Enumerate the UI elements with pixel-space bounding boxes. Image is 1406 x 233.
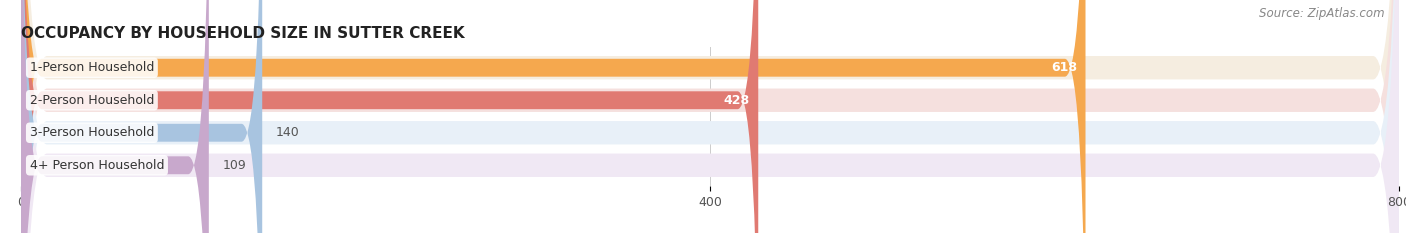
FancyBboxPatch shape [21,0,1399,233]
Text: Source: ZipAtlas.com: Source: ZipAtlas.com [1260,7,1385,20]
FancyBboxPatch shape [21,0,1399,233]
Text: 109: 109 [222,159,246,172]
Text: 618: 618 [1050,61,1077,74]
FancyBboxPatch shape [21,0,1399,233]
Text: 428: 428 [724,94,749,107]
FancyBboxPatch shape [21,0,263,233]
Text: 2-Person Household: 2-Person Household [30,94,155,107]
FancyBboxPatch shape [21,0,1085,233]
Text: 3-Person Household: 3-Person Household [30,126,155,139]
Text: OCCUPANCY BY HOUSEHOLD SIZE IN SUTTER CREEK: OCCUPANCY BY HOUSEHOLD SIZE IN SUTTER CR… [21,26,465,41]
Text: 1-Person Household: 1-Person Household [30,61,155,74]
FancyBboxPatch shape [21,0,1399,233]
FancyBboxPatch shape [21,0,758,233]
Text: 4+ Person Household: 4+ Person Household [30,159,165,172]
FancyBboxPatch shape [21,0,209,233]
Text: 140: 140 [276,126,299,139]
